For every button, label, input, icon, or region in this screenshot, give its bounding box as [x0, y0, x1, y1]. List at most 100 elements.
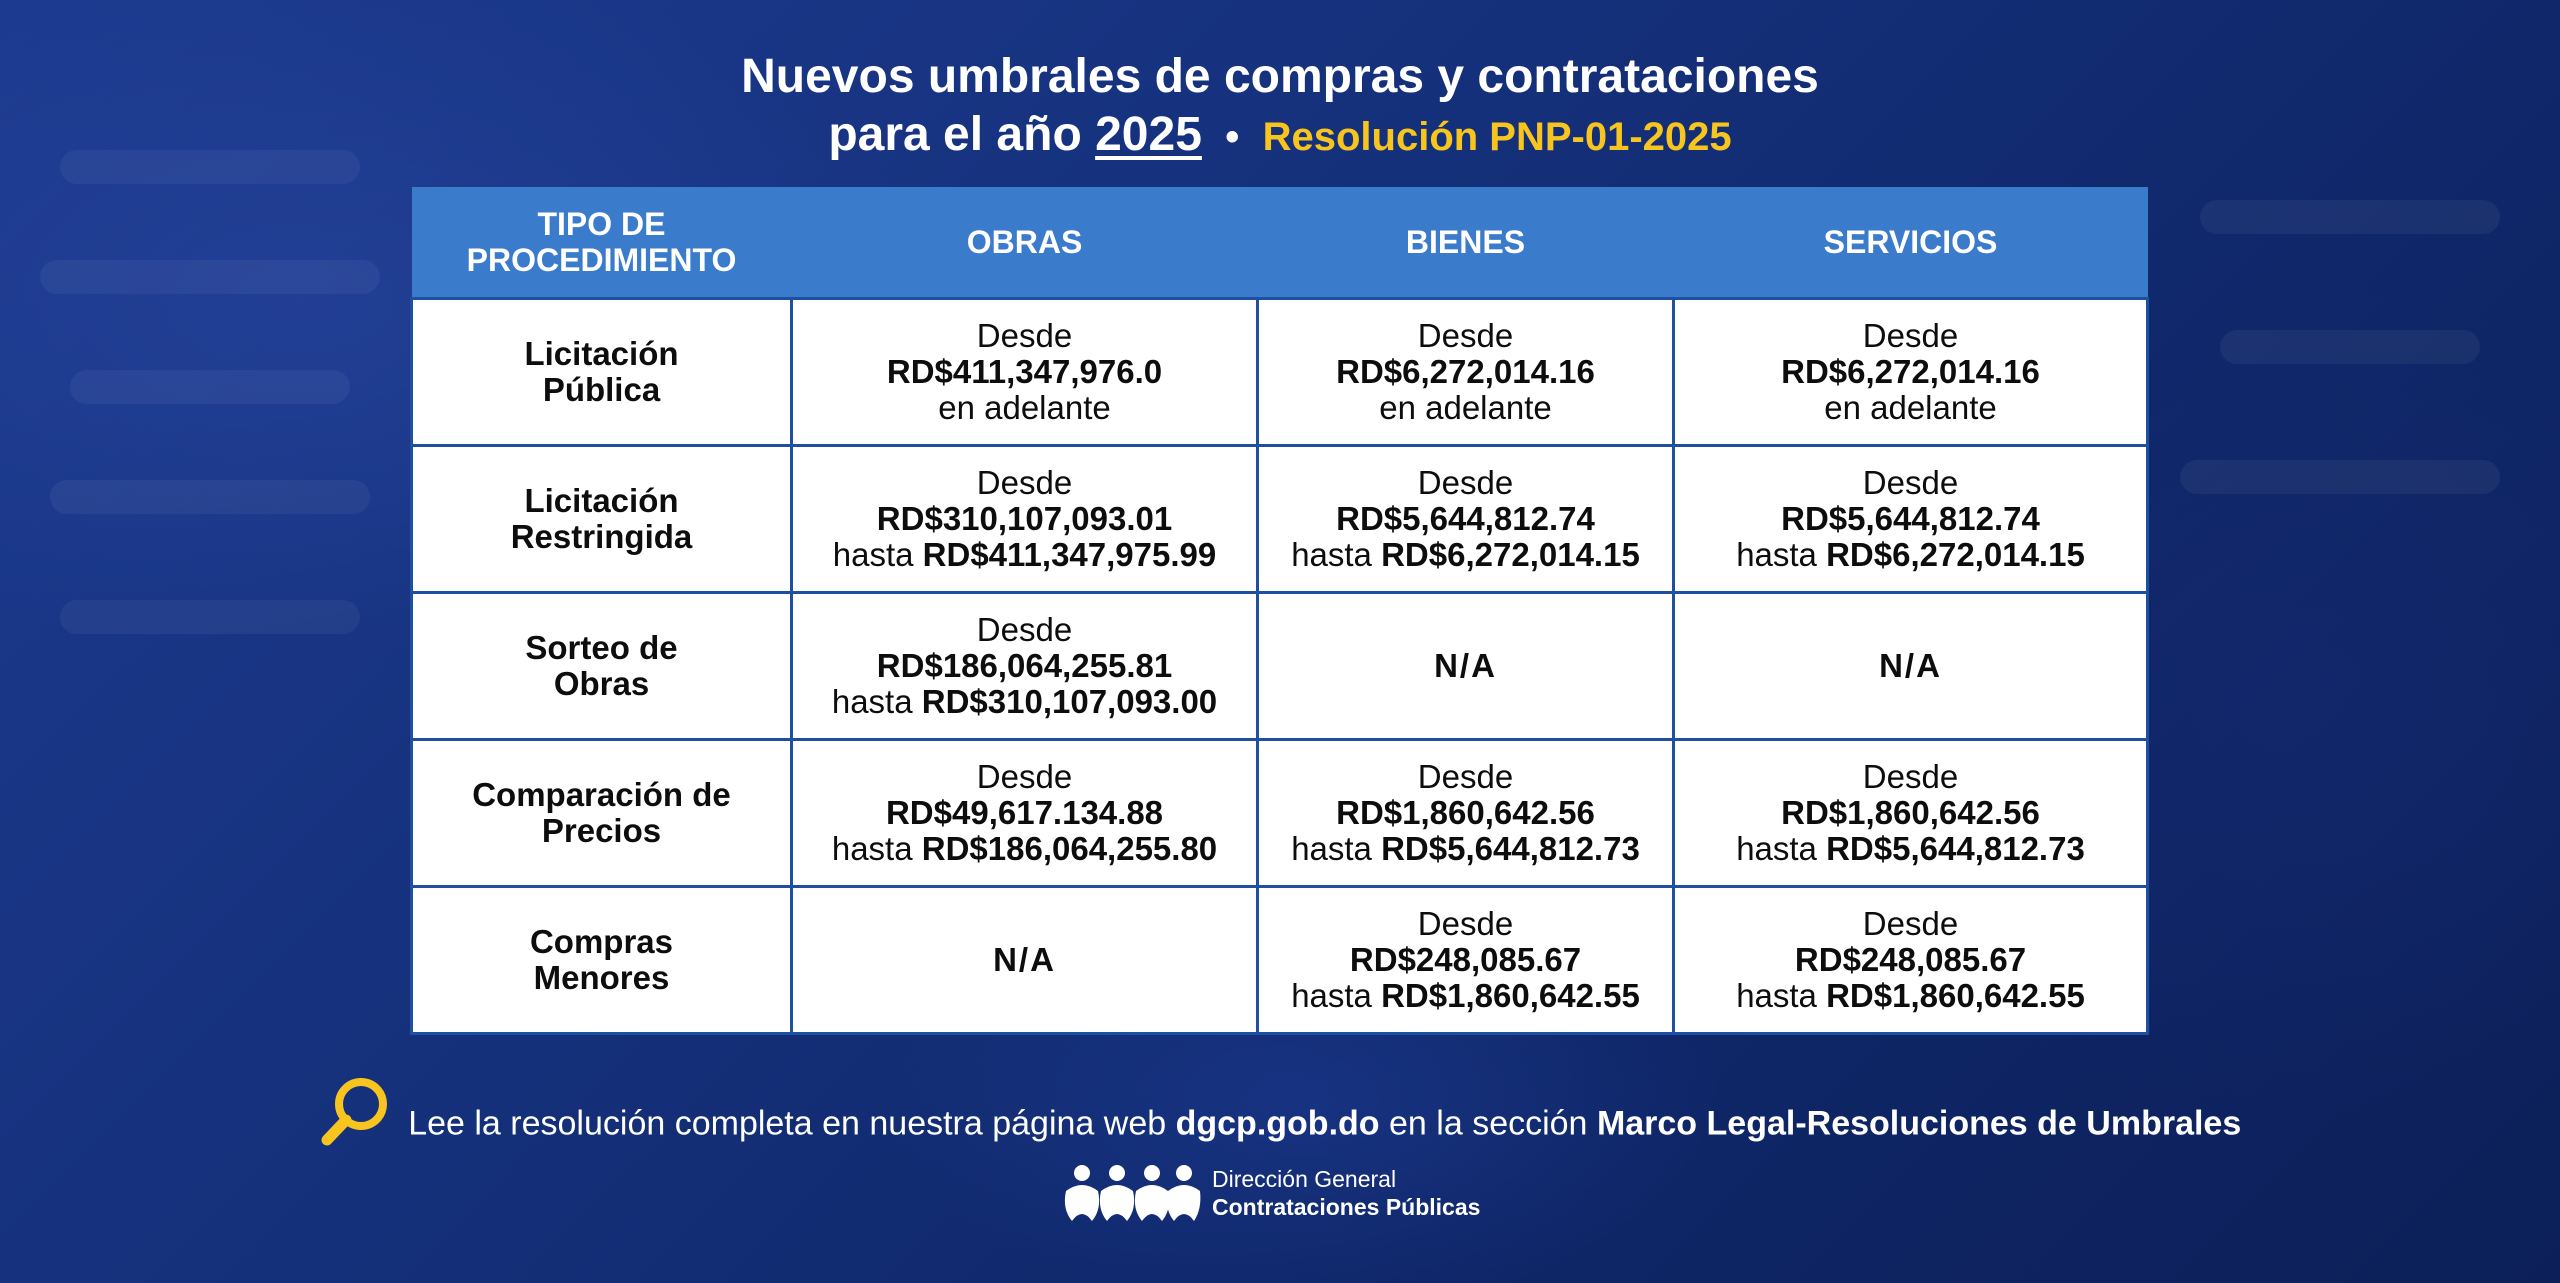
title-year: 2025: [1095, 108, 1202, 161]
desde-label: Desde: [1862, 317, 1959, 354]
logo-text: Dirección General Contrataciones Pública…: [1212, 1165, 1480, 1221]
header-servicios: SERVICIOS: [1673, 187, 2148, 299]
hasta-line: hasta RD$186,064,255.80: [832, 830, 1217, 867]
row-procedure: Comparación de Precios: [410, 738, 793, 888]
table-row: Licitación Pública Desde RD$411,347,976.…: [410, 297, 2149, 447]
table-row: Comparación de Precios Desde RD$49,617.1…: [410, 738, 2149, 888]
not-applicable: N/A: [993, 941, 1056, 978]
footer-text-1: Lee la resolución completa en nuestra pá…: [408, 1104, 1167, 1143]
hasta-label: hasta: [832, 536, 914, 573]
row-procedure: Compras Menores: [410, 885, 793, 1035]
page-title: Nuevos umbrales de compras y contratacio…: [0, 48, 2560, 166]
amount-to: RD$6,272,014.15: [1381, 536, 1640, 573]
hasta-line: hasta RD$6,272,014.15: [1736, 536, 2085, 573]
desde-label: Desde: [976, 317, 1073, 354]
hasta-line: hasta RD$6,272,014.15: [1291, 536, 1640, 573]
logo-mark-icon: [1064, 1165, 1201, 1221]
table-header-row: TIPO DE PROCEDIMIENTO OBRAS BIENES SERVI…: [411, 187, 2148, 299]
hasta-label: hasta: [1736, 830, 1817, 867]
amount-from: RD$49,617.134.88: [885, 794, 1164, 831]
desde-label: Desde: [976, 611, 1073, 648]
cell-servicios: N/A: [1672, 591, 2149, 741]
cell-bienes: Desde RD$1,860,642.56 hasta RD$5,644,812…: [1256, 738, 1675, 888]
desde-label: Desde: [1417, 758, 1514, 795]
hasta-label: hasta: [1736, 977, 1817, 1014]
hasta-line: hasta RD$411,347,975.99: [833, 536, 1217, 573]
cell-obras: Desde RD$411,347,976.0 en adelante: [790, 297, 1259, 447]
amount-from: RD$186,064,255.81: [876, 647, 1173, 684]
section-name: Marco Legal-Resoluciones de Umbrales: [1596, 1104, 2242, 1143]
amount-from: RD$310,107,093.01: [876, 500, 1173, 537]
tail-label: en adelante: [1824, 389, 1997, 426]
table-row: Sorteo de Obras Desde RD$186,064,255.81 …: [410, 591, 2149, 741]
amount-to: RD$6,272,014.15: [1826, 536, 2085, 573]
amount-to: RD$411,347,975.99: [922, 536, 1217, 573]
title-separator: •: [1225, 115, 1240, 159]
tail-label: en adelante: [938, 389, 1111, 426]
amount-to: RD$1,860,642.55: [1381, 977, 1640, 1014]
cell-servicios: Desde RD$248,085.67 hasta RD$1,860,642.5…: [1672, 885, 2149, 1035]
amount-to: RD$5,644,812.73: [1826, 830, 2085, 867]
amount-to: RD$5,644,812.73: [1381, 830, 1640, 867]
row-procedure: Licitación Pública: [410, 297, 793, 447]
cell-bienes: Desde RD$248,085.67 hasta RD$1,860,642.5…: [1256, 885, 1675, 1035]
hasta-line: hasta RD$5,644,812.73: [1736, 830, 2085, 867]
amount-from: RD$248,085.67: [1349, 941, 1582, 978]
dgcp-logo: Dirección General Contrataciones Pública…: [1062, 1158, 1502, 1228]
cell-servicios: Desde RD$6,272,014.16 en adelante: [1672, 297, 2149, 447]
cell-obras: Desde RD$49,617.134.88 hasta RD$186,064,…: [790, 738, 1259, 888]
hasta-line: hasta RD$310,107,093.00: [832, 683, 1217, 720]
header-bienes: BIENES: [1257, 187, 1674, 299]
table-row: Licitación Restringida Desde RD$310,107,…: [410, 444, 2149, 594]
hasta-label: hasta: [1291, 536, 1372, 573]
hasta-line: hasta RD$1,860,642.55: [1291, 977, 1640, 1014]
desde-label: Desde: [1862, 464, 1959, 501]
desde-label: Desde: [1417, 905, 1514, 942]
amount-from: RD$248,085.67: [1794, 941, 2027, 978]
hasta-label: hasta: [1736, 536, 1817, 573]
logo-line1: Dirección General: [1212, 1166, 1397, 1192]
not-applicable: N/A: [1879, 647, 1942, 684]
amount-to: RD$310,107,093.00: [921, 683, 1218, 720]
hasta-line: hasta RD$1,860,642.55: [1736, 977, 2085, 1014]
header-tipo-procedimiento: TIPO DE PROCEDIMIENTO: [411, 187, 792, 299]
footer-text-2: en la sección: [1389, 1104, 1588, 1143]
cell-servicios: Desde RD$5,644,812.74 hasta RD$6,272,014…: [1672, 444, 2149, 594]
amount-from: RD$6,272,014.16: [1781, 353, 2040, 390]
amount-from: RD$1,860,642.56: [1336, 794, 1595, 831]
table-row: Compras Menores N/A Desde RD$248,085.67 …: [410, 885, 2149, 1035]
website-link[interactable]: dgcp.gob.do: [1175, 1104, 1380, 1143]
not-applicable: N/A: [1434, 647, 1497, 684]
amount-from: RD$6,272,014.16: [1336, 353, 1595, 390]
desde-label: Desde: [1417, 317, 1514, 354]
desde-label: Desde: [1417, 464, 1514, 501]
row-procedure: Sorteo de Obras: [410, 591, 793, 741]
footer-note: Lee la resolución completa en nuestra pá…: [0, 1078, 2560, 1171]
desde-label: Desde: [976, 464, 1073, 501]
title-line2-prefix: para el año: [828, 108, 1082, 161]
hasta-label: hasta: [831, 683, 913, 720]
amount-from: RD$411,347,976.0: [886, 353, 1163, 390]
cell-bienes: N/A: [1256, 591, 1675, 741]
amount-from: RD$1,860,642.56: [1781, 794, 2040, 831]
title-line1: Nuevos umbrales de compras y contratacio…: [741, 50, 1819, 103]
resolution-label: Resolución PNP-01-2025: [1262, 115, 1732, 159]
desde-label: Desde: [976, 758, 1073, 795]
hasta-label: hasta: [831, 830, 913, 867]
cell-obras: Desde RD$186,064,255.81 hasta RD$310,107…: [790, 591, 1259, 741]
tail-label: en adelante: [1379, 389, 1552, 426]
cell-bienes: Desde RD$6,272,014.16 en adelante: [1256, 297, 1675, 447]
cell-servicios: Desde RD$1,860,642.56 hasta RD$5,644,812…: [1672, 738, 2149, 888]
header-obras: OBRAS: [791, 187, 1258, 299]
hasta-line: hasta RD$5,644,812.73: [1291, 830, 1640, 867]
title-line2: para el año 2025 • Resolución PNP-01-202…: [0, 106, 2560, 166]
cell-obras: Desde RD$310,107,093.01 hasta RD$411,347…: [790, 444, 1259, 594]
hasta-label: hasta: [1291, 830, 1372, 867]
amount-to: RD$1,860,642.55: [1826, 977, 2085, 1014]
logo-line2: Contrataciones Públicas: [1212, 1194, 1481, 1220]
thresholds-table: TIPO DE PROCEDIMIENTO OBRAS BIENES SERVI…: [410, 187, 2149, 1035]
hasta-label: hasta: [1291, 977, 1372, 1014]
search-icon: [319, 1074, 391, 1165]
amount-to: RD$186,064,255.80: [921, 830, 1218, 867]
